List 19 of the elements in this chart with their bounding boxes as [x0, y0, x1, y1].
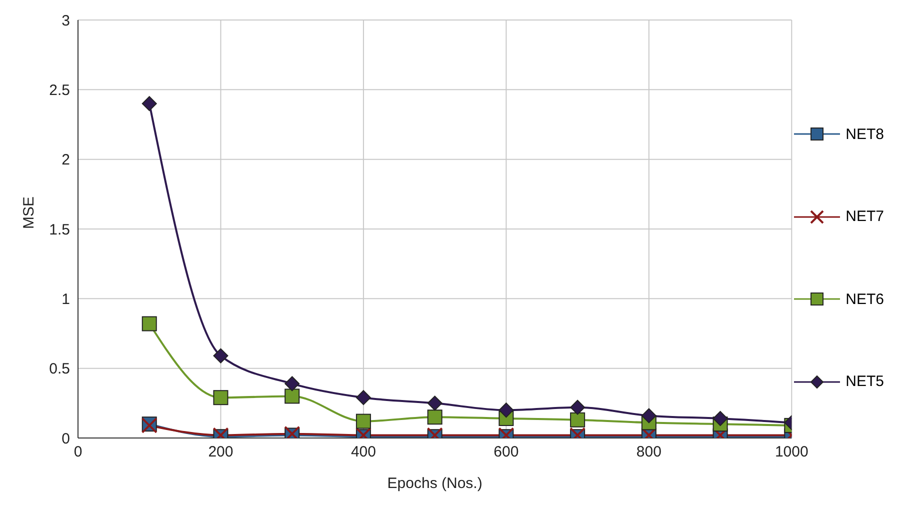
y-tick-label: 0 [62, 430, 70, 448]
y-axis-title: MSE [20, 196, 38, 229]
legend-label: NET6 [846, 290, 884, 308]
x-tick-label: 400 [350, 444, 376, 461]
y-tick-label: 2.5 [49, 82, 70, 99]
x-tick-label: 800 [636, 444, 662, 461]
x-tick-label: 200 [208, 444, 234, 461]
x-tick-label: 1000 [774, 444, 808, 461]
y-tick-label: 3 [62, 12, 70, 30]
legend-label: NET5 [846, 373, 884, 390]
y-tick-label: 0.5 [49, 360, 70, 378]
legend-label: NET7 [846, 208, 884, 226]
x-tick-label: 600 [494, 444, 519, 461]
x-axis-title: Epochs (Nos.) [387, 475, 482, 492]
y-tick-label: 2 [62, 152, 70, 169]
y-tick-label: 1.5 [49, 221, 70, 238]
x-tick-label: 0 [74, 444, 82, 461]
y-tick-label: 1 [62, 290, 70, 308]
legend-label: NET8 [846, 126, 884, 143]
